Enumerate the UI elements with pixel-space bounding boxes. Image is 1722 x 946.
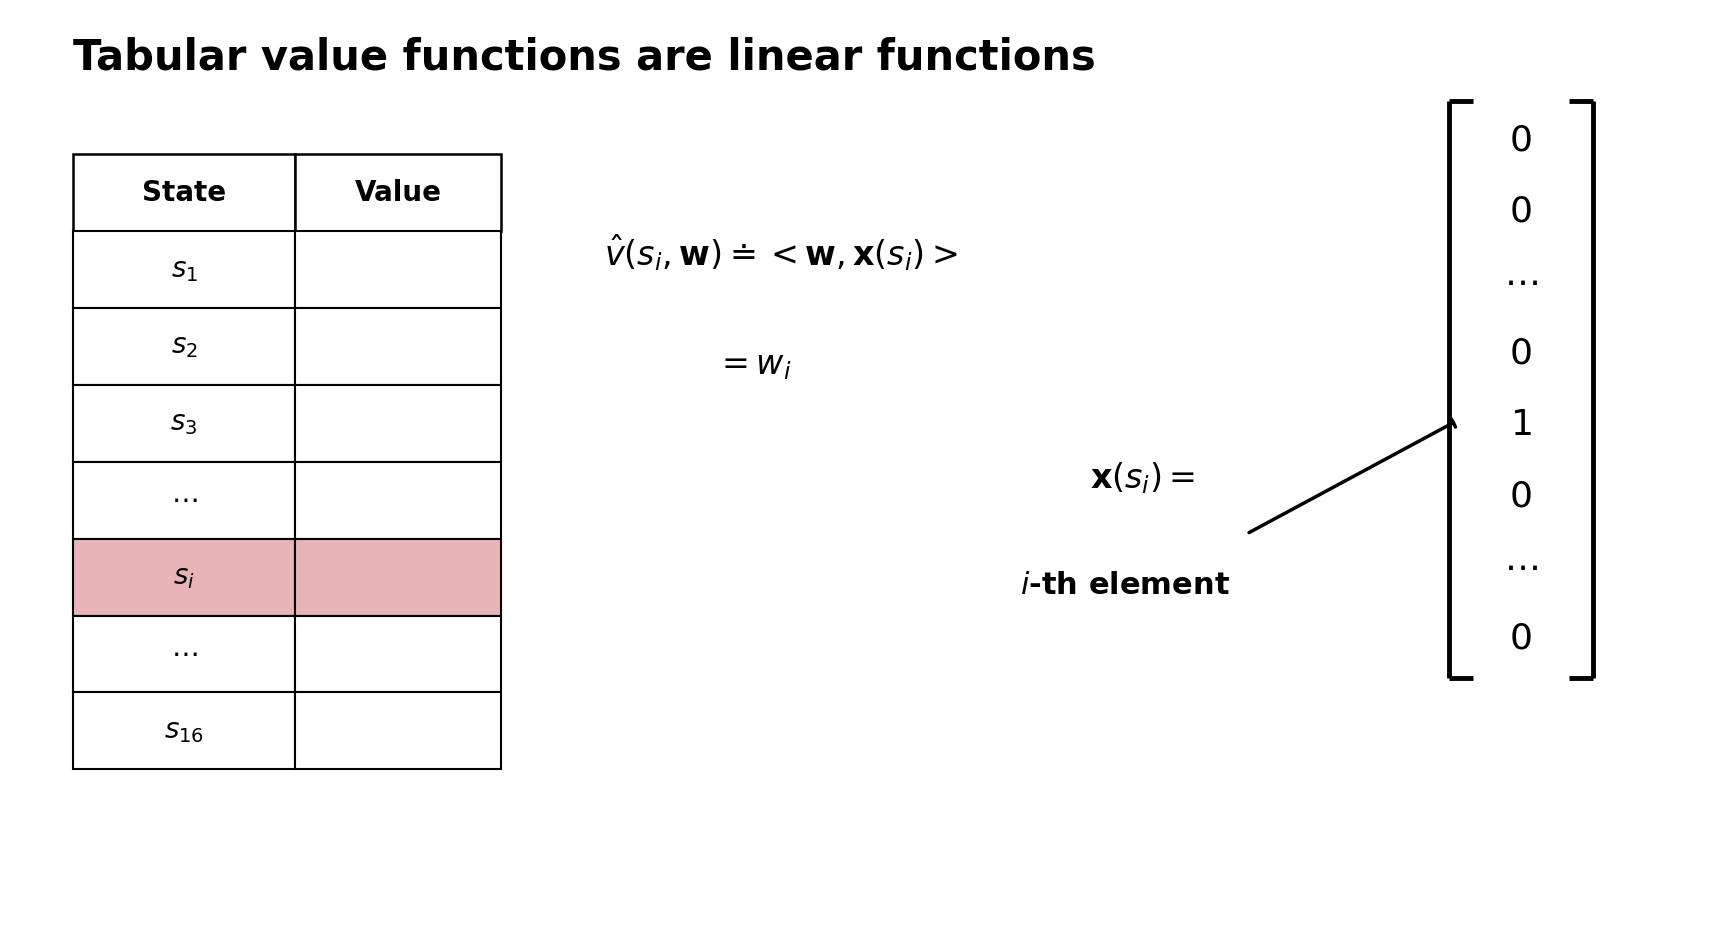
Bar	[72, 538, 296, 616]
Text: $s_2$: $s_2$	[170, 332, 198, 360]
Bar	[72, 154, 296, 231]
Bar	[72, 462, 296, 538]
Text: $0$: $0$	[1510, 337, 1533, 371]
Text: $\cdots$: $\cdots$	[170, 486, 198, 515]
Text: $1$: $1$	[1510, 408, 1531, 442]
Text: $0$: $0$	[1510, 123, 1533, 157]
Bar	[72, 692, 296, 769]
Text: $0$: $0$	[1510, 194, 1533, 228]
Bar	[296, 154, 501, 231]
Text: $\mathbf{x}(s_i) =$: $\mathbf{x}(s_i) =$	[1090, 460, 1195, 496]
Text: $\cdots$: $\cdots$	[1503, 551, 1538, 585]
Text: $s_1$: $s_1$	[170, 255, 198, 284]
Text: $= w_i$: $= w_i$	[715, 349, 792, 381]
Text: $s_{16}$: $s_{16}$	[164, 717, 205, 745]
Bar	[72, 308, 296, 385]
Bar	[296, 462, 501, 538]
Bar	[72, 385, 296, 462]
Text: $0$: $0$	[1510, 622, 1533, 656]
Bar	[296, 231, 501, 308]
Text: $i$-th element: $i$-th element	[1019, 571, 1230, 600]
Text: $s_3$: $s_3$	[170, 410, 198, 437]
Bar	[72, 231, 296, 308]
Bar	[296, 616, 501, 692]
Bar	[296, 385, 501, 462]
Text: $0$: $0$	[1510, 480, 1533, 514]
Text: Value: Value	[355, 179, 443, 206]
Text: State: State	[141, 179, 226, 206]
Text: $\hat{v}(s_i, \mathbf{w}) \doteq < \mathbf{w}, \mathbf{x}(s_i) >$: $\hat{v}(s_i, \mathbf{w}) \doteq < \math…	[604, 232, 957, 273]
Bar	[296, 308, 501, 385]
Bar	[296, 692, 501, 769]
Bar	[296, 538, 501, 616]
Text: $s_i$: $s_i$	[174, 563, 195, 591]
Text: Tabular value functions are linear functions: Tabular value functions are linear funct…	[72, 37, 1095, 79]
Bar	[72, 616, 296, 692]
Text: $\cdots$: $\cdots$	[1503, 266, 1538, 300]
Text: $\cdots$: $\cdots$	[170, 640, 198, 668]
